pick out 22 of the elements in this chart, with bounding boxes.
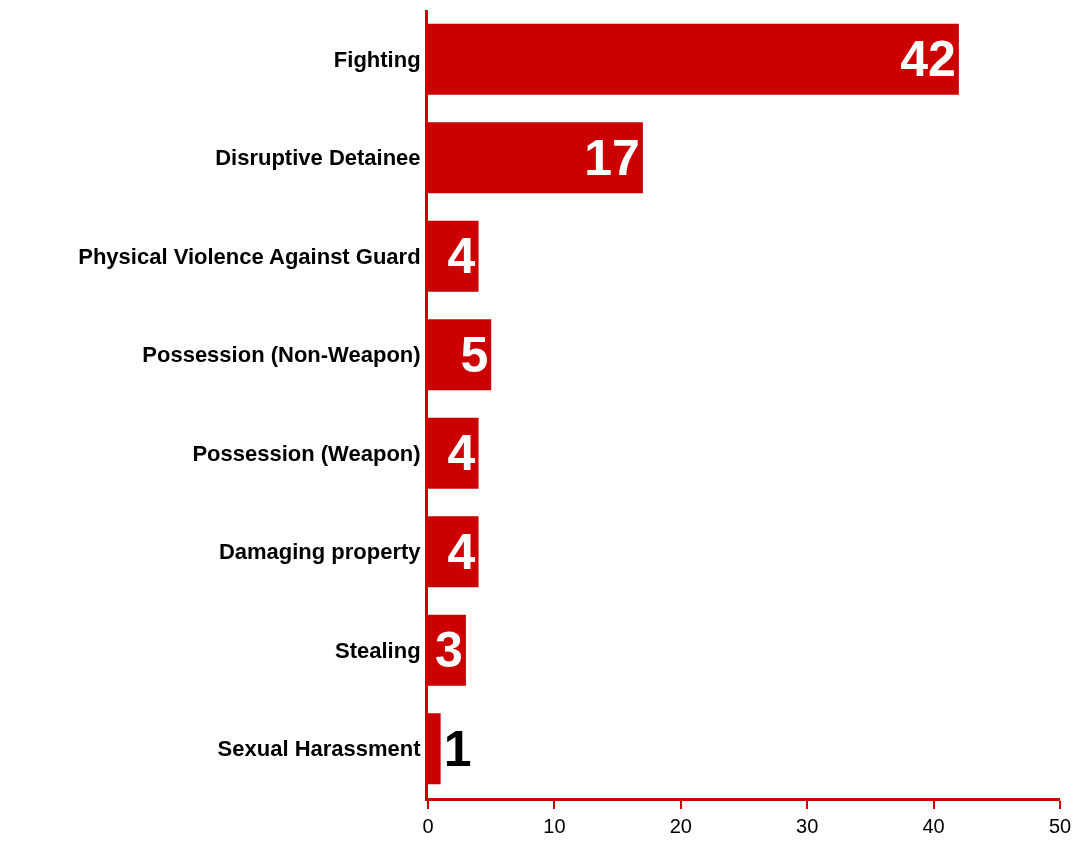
data-label: 17 (584, 129, 640, 186)
data-label: 4 (447, 523, 476, 580)
y-tick-label: Physical Violence Against Guard (78, 243, 421, 269)
x-tick-label: 50 (1048, 815, 1072, 837)
y-tick-label: Sexual Harassment (217, 736, 422, 762)
data-label: 3 (435, 622, 463, 679)
x-tick-label: 10 (543, 815, 566, 837)
y-tick-label: Possession (Weapon) (192, 440, 421, 466)
y-tick-label: Disruptive Detainee (215, 145, 421, 171)
y-tick-label: Damaging property (218, 539, 422, 565)
x-tick-label: 20 (669, 815, 692, 837)
data-label: 5 (460, 326, 489, 383)
data-label: 42 (900, 31, 956, 88)
y-tick-label: Possession (Non-Weapon) (142, 342, 421, 368)
x-tick-label: 30 (796, 815, 819, 837)
x-tick-label: 0 (422, 815, 434, 837)
x-tick-label: 40 (922, 815, 945, 837)
y-tick-label: Stealing (335, 637, 421, 663)
data-label: 1 (443, 720, 472, 777)
data-label: 4 (447, 425, 476, 482)
data-label: 4 (447, 228, 476, 285)
y-tick-label: Fighting (333, 46, 421, 72)
